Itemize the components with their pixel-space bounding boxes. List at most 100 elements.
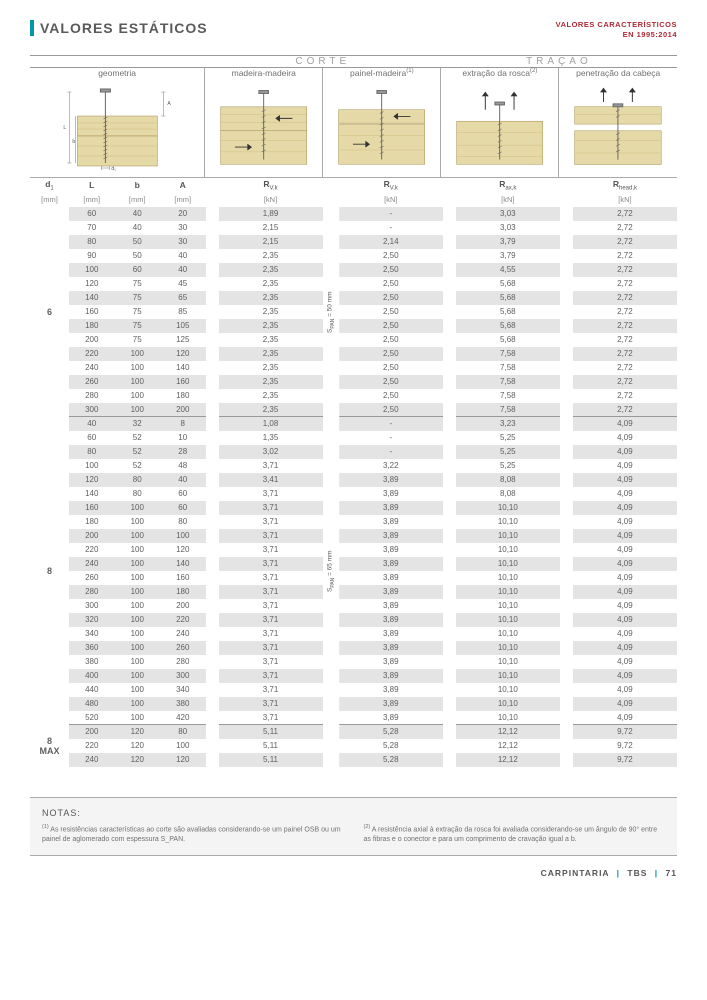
data-cell: 4,09 <box>573 627 677 641</box>
data-cell: 4,09 <box>573 585 677 599</box>
data-cell: 7,58 <box>456 375 560 389</box>
data-cell: 2,72 <box>573 221 677 235</box>
table-row: 4401003403,713,8910,104,09 <box>30 683 677 697</box>
data-cell: 52 <box>115 445 161 459</box>
diag-pm <box>323 78 441 178</box>
data-cell: 100 <box>69 459 115 473</box>
data-cell: 10,10 <box>456 641 560 655</box>
data-cell: 5,11 <box>219 753 323 767</box>
svg-text:A: A <box>167 101 171 107</box>
data-cell: 2,72 <box>573 305 677 319</box>
data-cell: 75 <box>115 305 161 319</box>
data-cell: 3,89 <box>339 655 443 669</box>
data-cell: 3,22 <box>339 459 443 473</box>
data-cell: 2,72 <box>573 319 677 333</box>
data-cell: 2,50 <box>339 277 443 291</box>
data-cell: 9,72 <box>573 739 677 753</box>
data-cell: 2,72 <box>573 347 677 361</box>
data-cell: 120 <box>115 753 161 767</box>
data-cell: 100 <box>115 711 161 725</box>
table-row: 200751252,352,505,682,72 <box>30 333 677 347</box>
data-cell: 3,03 <box>456 207 560 221</box>
data-cell: 120 <box>69 473 115 487</box>
data-cell: 5,28 <box>339 753 443 767</box>
data-cell: - <box>339 445 443 459</box>
table-row: 2201001203,713,8910,104,09 <box>30 543 677 557</box>
data-cell: 3,89 <box>339 641 443 655</box>
table-row: 7040302,15-3,032,72 <box>30 221 677 235</box>
data-cell: 100 <box>115 347 161 361</box>
data-cell: 360 <box>69 641 115 655</box>
data-cell: 40 <box>160 263 206 277</box>
data-cell: 3,89 <box>339 557 443 571</box>
note2-text: A resistência axial à extração da rosca … <box>364 826 658 843</box>
data-cell: 12,12 <box>456 753 560 767</box>
table-row: 2001001003,713,8910,104,09 <box>30 529 677 543</box>
data-cell: 5,28 <box>339 739 443 753</box>
data-cell: 20 <box>160 207 206 221</box>
data-cell: 3,71 <box>219 571 323 585</box>
table-row: 180100803,713,8910,104,09 <box>30 515 677 529</box>
data-cell: 2,72 <box>573 263 677 277</box>
data-cell: 7,58 <box>456 347 560 361</box>
data-cell: 340 <box>160 683 206 697</box>
data-cell: 80 <box>115 487 161 501</box>
table-row: 2201201005,115,2812,129,72 <box>30 739 677 753</box>
data-cell: 5,25 <box>456 431 560 445</box>
data-cell: 140 <box>160 557 206 571</box>
data-body: 66040201,89SPAN = 50 mm-3,032,727040302,… <box>30 207 677 767</box>
diagram-row: L b A d₁ <box>30 78 677 178</box>
data-cell: 5,11 <box>219 725 323 739</box>
data-cell: 80 <box>160 515 206 529</box>
data-cell: 1,08 <box>219 417 323 431</box>
data-cell: 3,89 <box>339 529 443 543</box>
data-cell: 160 <box>69 305 115 319</box>
data-cell: 3,89 <box>339 669 443 683</box>
data-cell: 5,25 <box>456 459 560 473</box>
diag-pc <box>559 78 677 178</box>
data-cell: 4,09 <box>573 697 677 711</box>
data-cell: 100 <box>160 739 206 753</box>
data-cell: 3,79 <box>456 249 560 263</box>
data-cell: 100 <box>115 627 161 641</box>
hdr-pm: painel-madeira(1) <box>323 67 441 78</box>
table-row: 12080403,413,898,084,09 <box>30 473 677 487</box>
data-cell: 3,71 <box>219 641 323 655</box>
footer: CARPINTARIA | TBS | 71 <box>30 868 677 878</box>
hdr-er-sup: (2) <box>530 68 537 74</box>
data-cell: 2,35 <box>219 305 323 319</box>
sym-rvk2: RV,k <box>339 178 443 193</box>
data-cell: 2,35 <box>219 333 323 347</box>
data-cell: 4,09 <box>573 669 677 683</box>
data-cell: 4,09 <box>573 571 677 585</box>
note1-sup: (1) <box>42 824 49 830</box>
table-row: 10052483,713,225,254,09 <box>30 459 677 473</box>
svg-text:d₁: d₁ <box>111 166 116 171</box>
data-cell: 140 <box>160 361 206 375</box>
hdr-geom: geometria <box>30 67 205 78</box>
data-cell: 100 <box>115 599 161 613</box>
data-cell: 4,09 <box>573 543 677 557</box>
data-cell: 4,09 <box>573 431 677 445</box>
data-cell: 3,71 <box>219 585 323 599</box>
data-cell: 2,50 <box>339 305 443 319</box>
hdr-er-txt: extração da rosca <box>462 68 530 78</box>
group-header-row: CORTE TRAÇÃO <box>30 55 677 67</box>
table-row: 12075452,352,505,682,72 <box>30 277 677 291</box>
data-cell: 4,09 <box>573 501 677 515</box>
data-cell: 120 <box>69 277 115 291</box>
data-cell: 50 <box>115 235 161 249</box>
d1-cell: 8MAX <box>30 725 69 767</box>
data-cell: 28 <box>160 445 206 459</box>
data-cell: 280 <box>69 585 115 599</box>
table-row: 6052101,35-5,254,09 <box>30 431 677 445</box>
table-row: 2401001402,352,507,582,72 <box>30 361 677 375</box>
data-cell: 2,35 <box>219 277 323 291</box>
sym-rhk: Rhead,k <box>573 178 677 193</box>
data-cell: 2,72 <box>573 403 677 417</box>
table-row: 4801003803,713,8910,104,09 <box>30 697 677 711</box>
symbol-row: d1 L b A RV,k RV,k Rax,k Rhead,k <box>30 178 677 193</box>
data-cell: 120 <box>160 543 206 557</box>
data-cell: 7,58 <box>456 361 560 375</box>
data-cell: 120 <box>115 739 161 753</box>
